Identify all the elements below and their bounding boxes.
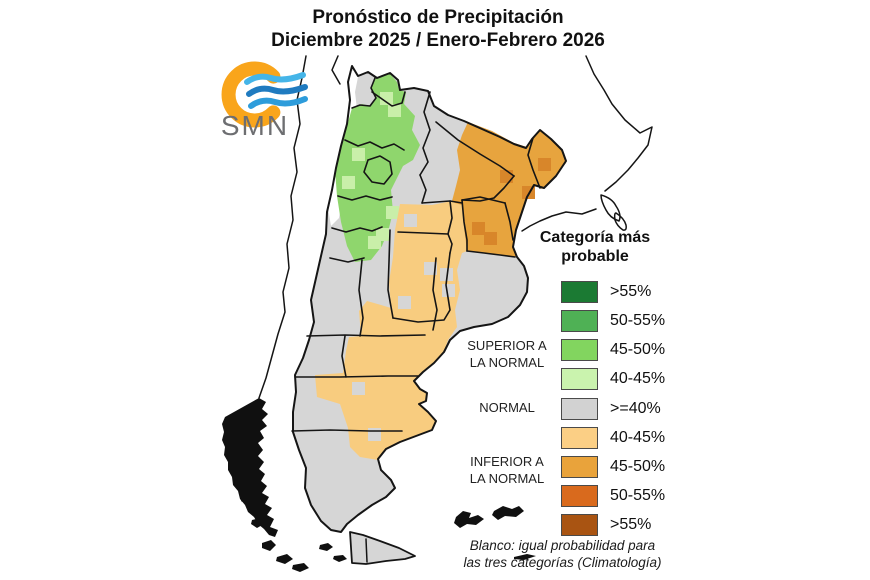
map-border-line (341, 335, 347, 378)
category-label-inferior: INFERIOR A LA NORMAL (469, 454, 545, 486)
smn-logo-icon (221, 61, 308, 128)
legend-range-label: 40-45% (610, 370, 666, 387)
map-grid-cell (368, 428, 381, 441)
map-grid-cell (388, 104, 401, 117)
map-border-line (447, 233, 453, 254)
map-grid-cell (380, 92, 393, 105)
map-border-line (371, 91, 406, 107)
legend-swatch (561, 339, 598, 361)
map-shape (292, 65, 567, 533)
map-grid-cell (500, 170, 513, 183)
map-shape (454, 506, 536, 560)
map-border-line (461, 175, 515, 202)
map-border-line (331, 226, 383, 233)
map-border-line (435, 121, 515, 177)
map-border-line (504, 202, 514, 241)
map-border-line (419, 91, 431, 176)
map-border-line (291, 429, 403, 432)
legend-range-label: >=40% (610, 400, 661, 417)
map-border-line (344, 139, 405, 151)
map-border-line (432, 257, 438, 331)
map-border-line (329, 257, 365, 263)
map-grid-cell (326, 412, 339, 425)
map-border-line (337, 195, 393, 201)
map-grid-cell (352, 382, 365, 395)
legend-swatch (561, 398, 598, 420)
legend-range-label: >55% (610, 516, 652, 533)
legend-range-label: 50-55% (610, 312, 666, 329)
category-label-normal: NORMAL (479, 400, 535, 415)
legend-range-label: 50-55% (610, 487, 666, 504)
map-border-line (358, 259, 364, 337)
legend-title: Categoría más probable (539, 229, 651, 265)
map-grid-cell (424, 262, 437, 275)
legend-swatch (561, 456, 598, 478)
map-border-line (258, 55, 307, 399)
legend-range-label: 40-45% (610, 429, 666, 446)
map-border-line (421, 200, 463, 204)
map-grid-cell (376, 228, 389, 241)
map-border-line (613, 212, 627, 231)
map-region (349, 531, 416, 565)
legend-swatch (561, 281, 598, 303)
title-line1: Pronóstico de Precipitación (312, 7, 564, 28)
legend-swatch (561, 368, 598, 390)
map-border-line (447, 200, 453, 235)
map-border-line (461, 199, 468, 252)
map-border-line (365, 538, 368, 563)
map-border-line (392, 252, 451, 323)
map-border-line (466, 250, 516, 258)
legend-range-label: >55% (610, 283, 652, 300)
map-grid-cell (342, 176, 355, 189)
map-border-line (600, 194, 621, 222)
map-border-line (294, 375, 419, 378)
title-line2: Diciembre 2025 / Enero-Febrero 2026 (271, 30, 605, 51)
legend-range-label: 45-50% (610, 341, 666, 358)
map-grid-cell (398, 296, 411, 309)
map-border-line (585, 55, 653, 192)
legend-swatch (561, 427, 598, 449)
map-grid-cell (538, 158, 551, 171)
legend-range-label: 45-50% (610, 458, 666, 475)
map-border-line (363, 155, 393, 185)
map-region (335, 74, 420, 262)
map-border-line (521, 208, 597, 232)
map-grid-cell (472, 222, 485, 235)
map-border-line (331, 55, 341, 85)
map-grid-cell (440, 268, 453, 281)
footnote: Blanco: igual probabilidad para las tres… (463, 538, 662, 570)
category-label-superior: SUPERIOR A LA NORMAL (467, 338, 547, 370)
legend-swatch (561, 485, 598, 507)
map-border-line (306, 334, 426, 337)
map-border-line (527, 137, 541, 189)
map-border-line (397, 231, 449, 235)
map-border-line (419, 174, 427, 204)
map-grid-cell (404, 214, 417, 227)
map-border-line (351, 77, 377, 109)
legend-swatch (561, 514, 598, 536)
page-title: Pronóstico de Precipitación Diciembre 202… (135, 6, 741, 52)
map-border-line (461, 196, 506, 204)
map-border-line (387, 229, 394, 319)
smn-logo-text: SMN (220, 110, 290, 141)
map-grid-cell (442, 284, 455, 297)
map-shape (222, 398, 347, 572)
map-grid-cell (484, 232, 497, 245)
map-grid-cell (386, 206, 399, 219)
legend-swatch (561, 310, 598, 332)
map-grid-cell (352, 148, 365, 161)
